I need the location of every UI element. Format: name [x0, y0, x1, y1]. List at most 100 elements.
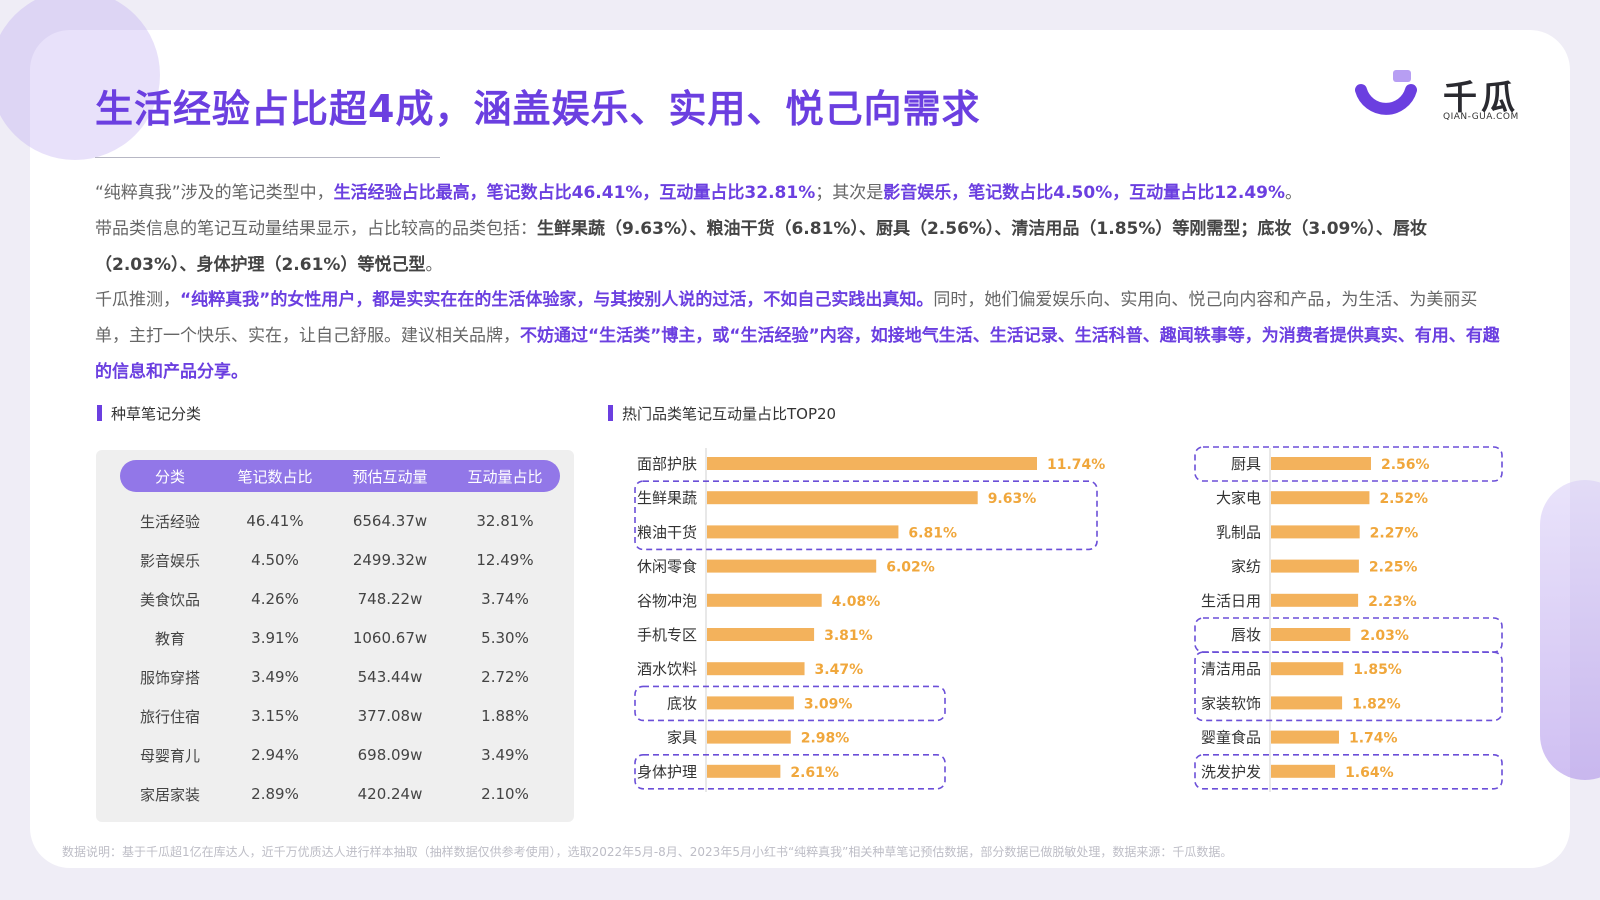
category-table: 分类 笔记数占比 预估互动量 互动量占比 生活经验 46.41% 6564.37w 3…	[96, 450, 574, 822]
summary-paragraph-3: 千瓜推测，“纯粹真我”的女性用户，都是实实在在的生活体验家，与其按别人说的过活，…	[95, 282, 1505, 390]
table-row: 家居家装 2.89% 420.24w 2.10%	[120, 775, 560, 813]
table-cell: 377.08w	[357, 707, 423, 725]
bar-value-label: 1.82%	[1352, 696, 1401, 712]
table-cell: 1060.67w	[352, 629, 428, 647]
table-header: 分类 笔记数占比 预估互动量 互动量占比	[120, 460, 560, 492]
bar-category-label: 家纺	[1231, 558, 1261, 576]
brand-logo[interactable]: 千瓜 QIAN-GUA.COM	[1355, 68, 1555, 128]
bar-category-label: 厨具	[1231, 455, 1261, 473]
bar-category-label: 生鲜果蔬	[637, 489, 697, 507]
table-cell: 旅行住宿	[139, 707, 200, 726]
bar-value-label: 1.85%	[1353, 662, 1402, 678]
table-cell: 3.74%	[481, 590, 529, 608]
table-cell: 2.94%	[251, 746, 299, 764]
table-cell: 4.26%	[251, 590, 299, 608]
paragraph-segment: 生活经验占比最高，笔记数占比46.41%，互动量占比32.81%	[333, 183, 816, 203]
paragraph-segment: “纯粹真我”涉及的笔记类型中，	[95, 183, 334, 203]
logo-url: QIAN-GUA.COM	[1443, 112, 1519, 122]
table-cell: 生活经验	[139, 512, 200, 531]
highlight-dashed-box	[1194, 617, 1503, 653]
table-section-title: 种草笔记分类	[97, 403, 201, 424]
bar-value-label: 2.56%	[1381, 457, 1430, 473]
bar-value-label: 9.63%	[988, 491, 1037, 507]
table-cell: 家居家装	[139, 785, 200, 804]
bar	[707, 593, 822, 607]
paragraph-segment: “纯粹真我”的女性用户，都是实实在在的生活体验家，与其按别人说的过活，不如自己实…	[180, 290, 934, 310]
bar	[707, 662, 805, 676]
table-cell: 2.89%	[251, 785, 299, 803]
bar	[1271, 491, 1370, 505]
bar-category-label: 家具	[667, 729, 697, 747]
bar-category-label: 酒水饮料	[637, 660, 697, 678]
table-cell: 2.72%	[481, 668, 529, 686]
bar-category-label: 粮油干货	[637, 523, 697, 541]
bar-category-label: 手机专区	[637, 626, 697, 644]
paragraph-segment: 。	[425, 255, 443, 275]
bar-value-label: 2.52%	[1379, 491, 1428, 507]
paragraph-segment: 不妨通过“生活类”博主，或“生活经验”内容，如接地气生活、生活记录、生活科普、趣…	[95, 326, 1500, 382]
bar	[1271, 628, 1351, 641]
highlight-dashed-box	[634, 480, 1098, 551]
decorative-circle	[0, 0, 160, 160]
bar-value-label: 3.47%	[815, 662, 864, 678]
bar-value-label: 6.81%	[908, 525, 957, 541]
bar	[1271, 559, 1359, 573]
table-cell: 教育	[154, 629, 185, 648]
bar-value-label: 2.03%	[1360, 628, 1409, 644]
paragraph-segment: 千瓜推测，	[95, 290, 180, 310]
table-cell: 2.10%	[481, 785, 529, 803]
paragraph-segment: ；其次是	[815, 183, 884, 203]
bar-value-label: 3.09%	[804, 696, 853, 712]
bar	[1271, 662, 1344, 676]
bar-value-label: 4.08%	[832, 594, 881, 610]
table-row: 美食饮品 4.26% 748.22w 3.74%	[120, 580, 560, 618]
summary-paragraph-1: “纯粹真我”涉及的笔记类型中，生活经验占比最高，笔记数占比46.41%，互动量占…	[95, 175, 1505, 211]
bar	[1271, 593, 1359, 607]
bar	[1271, 730, 1339, 744]
table-row: 服饰穿搭 3.49% 543.44w 2.72%	[120, 658, 560, 696]
bar	[707, 730, 791, 744]
highlight-dashed-box	[1194, 753, 1503, 790]
highlight-dashed-box	[1194, 446, 1503, 482]
bar	[707, 491, 978, 505]
table-cell: 3.91%	[251, 629, 299, 647]
decorative-pill	[1540, 480, 1600, 780]
table-cell: 32.81%	[476, 512, 534, 530]
bar-value-label: 2.25%	[1369, 560, 1418, 576]
table-cell: 服饰穿搭	[139, 668, 200, 687]
bar-category-label: 家装软饰	[1201, 694, 1261, 712]
paragraph-segment: 带品类信息的笔记互动量结果显示，占比较高的品类包括：	[95, 219, 537, 239]
table-cell: 748.22w	[357, 590, 423, 608]
highlight-dashed-box	[634, 753, 946, 790]
bar-category-label: 唇妆	[1231, 626, 1261, 644]
table-cell: 1.88%	[481, 707, 529, 725]
bar-value-label: 1.74%	[1349, 731, 1398, 747]
bar	[707, 525, 899, 539]
bar-value-label: 2.61%	[790, 765, 839, 781]
table-cell: 12.49%	[476, 551, 534, 569]
bar-category-label: 清洁用品	[1201, 660, 1261, 678]
bar	[707, 696, 794, 710]
table-cell: 2499.32w	[352, 551, 428, 569]
title-underline	[95, 157, 440, 158]
table-row: 旅行住宿 3.15% 377.08w 1.88%	[120, 697, 560, 735]
paragraph-segment: 生鲜果蔬（9.63%）、粮油干货（6.81%）、厨具（2.56%）、清洁用品（1…	[95, 219, 1427, 275]
bar-category-label: 休闲零食	[637, 558, 697, 576]
bar-value-label: 11.74%	[1047, 457, 1105, 473]
paragraph-segment: 。	[1285, 183, 1303, 203]
table-cell: 5.30%	[481, 629, 529, 647]
bar-value-label: 2.98%	[801, 731, 850, 747]
page-title: 生活经验占比超4成，涵盖娱乐、实用、悦己向需求	[95, 87, 981, 131]
bar	[707, 457, 1037, 470]
table-row: 影音娱乐 4.50% 2499.32w 12.49%	[120, 541, 560, 579]
bar	[707, 559, 877, 573]
table-cell: 影音娱乐	[139, 551, 200, 570]
bar-value-label: 1.64%	[1345, 765, 1394, 781]
bar-category-label: 谷物冲泡	[637, 592, 697, 610]
table-cell: 母婴育儿	[139, 746, 200, 765]
bar	[707, 764, 781, 778]
bar-category-label: 乳制品	[1216, 523, 1261, 541]
bar	[1271, 764, 1336, 778]
table-cell: 698.09w	[357, 746, 423, 764]
